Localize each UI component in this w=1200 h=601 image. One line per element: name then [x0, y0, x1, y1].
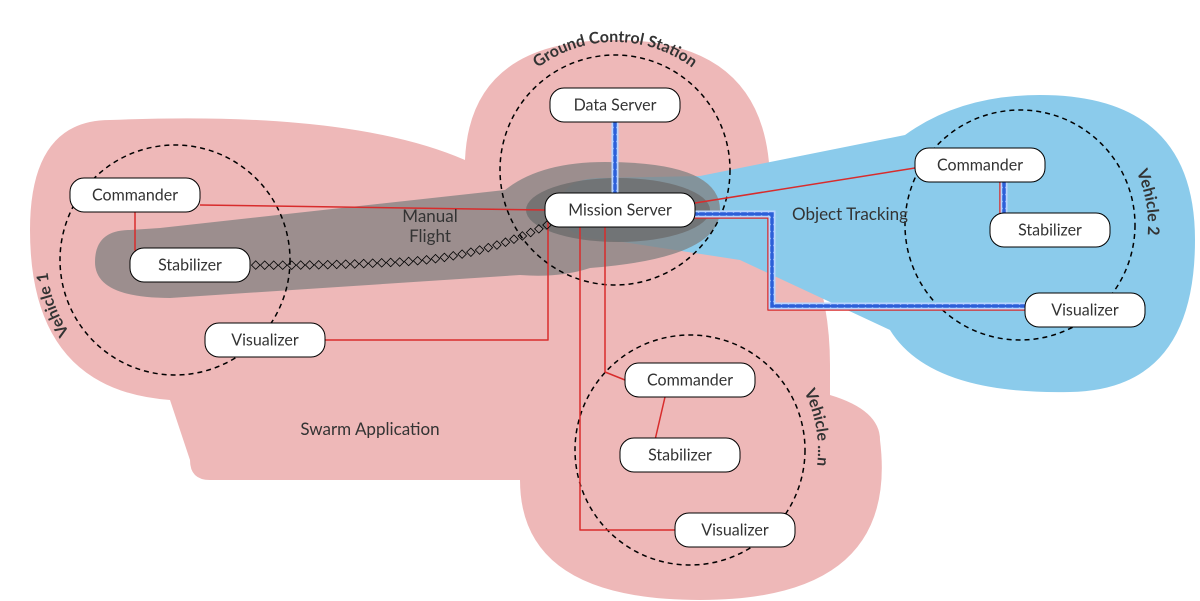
node-v2_stabilizer: Stabilizer: [990, 213, 1110, 247]
node-label-vn_visualizer: Visualizer: [701, 521, 769, 540]
node-label-vn_commander: Commander: [647, 371, 733, 390]
manual-label-line1: Manual: [402, 205, 457, 226]
swarm-label: Swarm Application: [300, 418, 439, 439]
node-v2_visualizer: Visualizer: [1025, 293, 1145, 327]
node-vn_commander: Commander: [625, 363, 755, 397]
node-label-v2_visualizer: Visualizer: [1051, 301, 1119, 320]
node-v1_visualizer: Visualizer: [205, 323, 325, 357]
node-label-mission_server: Mission Server: [568, 201, 672, 220]
tracking-label: Object Tracking: [792, 203, 908, 224]
node-label-data_server: Data Server: [574, 96, 657, 115]
node-label-v2_stabilizer: Stabilizer: [1018, 221, 1082, 240]
node-label-v1_visualizer: Visualizer: [231, 331, 299, 350]
node-label-v1_stabilizer: Stabilizer: [158, 256, 222, 275]
node-vn_stabilizer: Stabilizer: [620, 438, 740, 472]
node-data_server: Data Server: [550, 88, 680, 122]
diagram-canvas: Ground Control StationVehicle 1Vehicle 2…: [0, 0, 1200, 601]
node-v1_commander: Commander: [70, 178, 200, 212]
node-v1_stabilizer: Stabilizer: [130, 248, 250, 282]
manual-label-line2: Flight: [409, 225, 451, 246]
node-mission_server: Mission Server: [545, 193, 695, 227]
node-label-vn_stabilizer: Stabilizer: [648, 446, 712, 465]
node-label-v1_commander: Commander: [92, 186, 178, 205]
node-vn_visualizer: Visualizer: [675, 513, 795, 547]
node-v2_commander: Commander: [915, 148, 1045, 182]
node-label-v2_commander: Commander: [937, 156, 1023, 175]
